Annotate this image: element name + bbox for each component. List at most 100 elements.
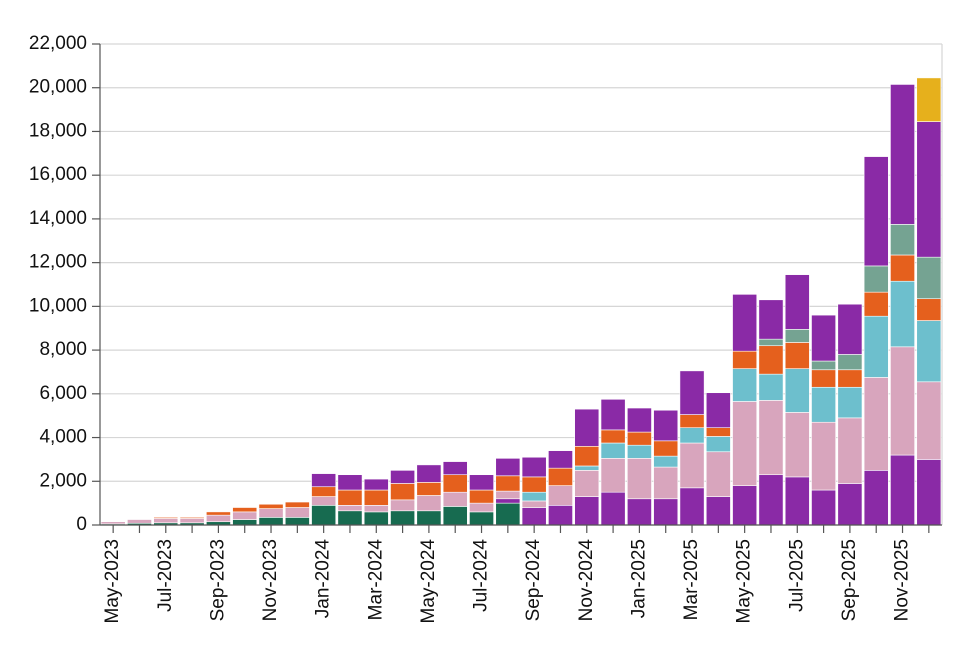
bar-segment <box>469 511 494 526</box>
bar-segment <box>679 370 705 415</box>
bar-segment <box>311 496 337 506</box>
bar-segment <box>784 342 810 369</box>
bar-segment <box>916 77 942 122</box>
bar-segment <box>679 442 705 489</box>
bar-segment <box>337 510 363 526</box>
bar-segment <box>784 412 810 478</box>
bar-segment <box>732 350 758 369</box>
bar-segment <box>390 470 415 484</box>
bar-segment <box>732 368 758 402</box>
bar-segment <box>600 398 626 431</box>
bar-segment <box>811 386 836 423</box>
bar-segment <box>811 369 836 388</box>
bar-segment <box>653 455 679 468</box>
x-tick-label: May-2024 <box>418 539 439 624</box>
bar-segment <box>416 482 442 496</box>
bar-segment <box>890 84 915 225</box>
bar-segment <box>784 476 810 526</box>
bar-segment <box>758 338 784 347</box>
bar-segment <box>679 487 705 526</box>
bar-segment <box>521 500 547 508</box>
bar-segment <box>758 299 784 340</box>
x-tick-label: May-2025 <box>734 539 755 624</box>
bar-segment <box>705 436 731 453</box>
bar-segment <box>863 377 889 471</box>
bar-segment <box>758 474 784 526</box>
x-tick-label: Jan-2024 <box>313 539 334 619</box>
bar-segment <box>153 518 179 524</box>
bar-segment <box>627 444 652 459</box>
bar-segment <box>705 427 731 437</box>
bar-segment <box>127 519 152 524</box>
bar-segment <box>837 369 863 388</box>
bar-segment <box>679 427 705 444</box>
bar-segment <box>311 473 337 488</box>
bar-segment <box>574 470 600 497</box>
bar-segment <box>416 510 442 526</box>
bar-segment <box>284 501 310 508</box>
y-tick-label: 8,000 <box>39 339 87 360</box>
bar-segment <box>548 505 573 526</box>
bar-segment <box>548 450 573 469</box>
x-tick-label: Nov-2023 <box>260 539 281 621</box>
bar-segment <box>679 414 705 429</box>
bar-segment <box>495 458 521 477</box>
y-tick-label: 6,000 <box>39 383 87 404</box>
bar-segment <box>206 514 231 523</box>
bar-segment <box>732 485 758 526</box>
y-tick-label: 2,000 <box>39 470 87 491</box>
bar-segment <box>416 495 442 512</box>
bar-segment <box>916 298 942 321</box>
bar-segment <box>863 315 889 378</box>
bar-segment <box>890 224 915 256</box>
y-tick-label: 16,000 <box>29 164 87 185</box>
bar-segment <box>784 329 810 343</box>
bar-segment <box>495 498 521 504</box>
bar-segment <box>837 354 863 371</box>
bar-segment <box>521 476 547 493</box>
bar-segment <box>705 392 731 429</box>
bar-segment <box>442 506 468 526</box>
bar-segment <box>627 498 652 526</box>
bar-segment <box>548 485 573 506</box>
bar-segment <box>653 498 679 526</box>
x-tick-label: Jul-2024 <box>471 539 492 612</box>
y-tick-label: 14,000 <box>29 208 87 229</box>
bar-segment <box>363 478 389 491</box>
bar-segment <box>732 294 758 352</box>
bar-segment <box>521 491 547 502</box>
bar-segment <box>705 496 731 526</box>
bar-segment <box>574 408 600 447</box>
bar-segment <box>206 511 231 516</box>
bar-segment <box>337 505 363 512</box>
bar-segment <box>837 386 863 419</box>
bar-segment <box>916 459 942 526</box>
bar-segment <box>916 320 942 383</box>
bar-segment <box>627 458 652 500</box>
bar-segment <box>469 474 494 491</box>
bar-segment <box>863 265 889 293</box>
bar-segment <box>363 511 389 526</box>
bar-segment <box>232 507 258 513</box>
y-tick-label: 20,000 <box>29 77 87 98</box>
bar-segment <box>469 489 494 504</box>
bar-segment <box>311 486 337 497</box>
x-tick-label: May-2023 <box>102 539 123 624</box>
bar-segment <box>916 256 942 300</box>
bar-segment <box>653 409 679 442</box>
bar-segment <box>758 345 784 375</box>
bar-segment <box>916 121 942 258</box>
bar-segment <box>258 508 284 518</box>
bar-segment <box>758 373 784 401</box>
x-tick-label: Nov-2025 <box>892 539 913 621</box>
bar-segment <box>837 303 863 355</box>
bar-segment <box>600 442 626 459</box>
bar-segment <box>258 517 284 526</box>
bar-segment <box>837 483 863 526</box>
bar-segment <box>863 156 889 267</box>
bar-segment <box>837 417 863 484</box>
y-tick-label: 4,000 <box>39 427 87 448</box>
bar-segment <box>337 489 363 506</box>
bar-segment <box>600 491 626 526</box>
